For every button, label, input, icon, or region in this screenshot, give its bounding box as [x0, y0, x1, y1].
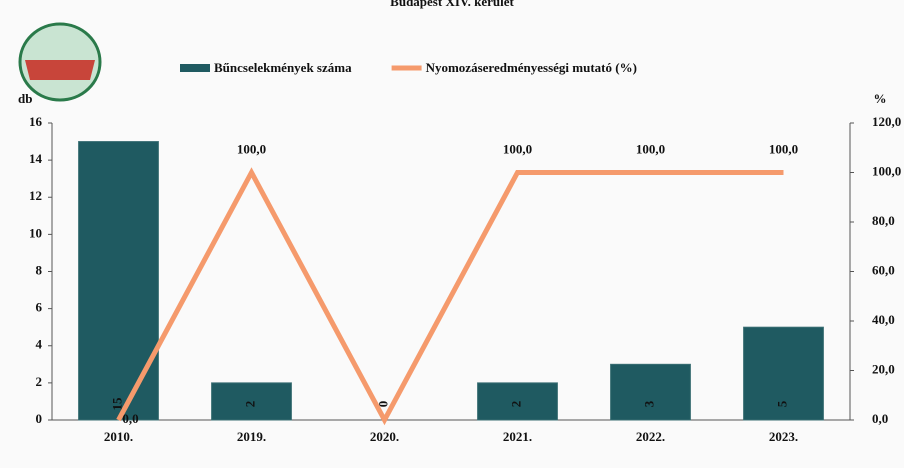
line-value-label: 100,0 [769, 141, 798, 156]
y2-tick-label: 120,0 [872, 114, 901, 129]
line-value-label: 0,0 [122, 411, 138, 426]
x-tick-label: 2010. [104, 429, 133, 444]
logo [18, 22, 102, 102]
legend-label: Nyomozáseredményességi mutató (%) [426, 60, 637, 75]
bar-value-label: 0 [375, 401, 390, 408]
bar-value-label: 5 [774, 400, 789, 407]
chart-title: Budapest XIV. kerület [390, 0, 514, 9]
y-tick-label: 0 [36, 411, 43, 426]
y-tick-label: 8 [36, 262, 43, 277]
y-tick-label: 10 [29, 225, 42, 240]
y-tick-label: 6 [36, 300, 43, 315]
x-tick-label: 2019. [237, 429, 266, 444]
y2-tick-label: 0,0 [872, 411, 888, 426]
y-tick-label: 14 [29, 151, 43, 166]
line-value-label: 100,0 [237, 141, 266, 156]
line-value-label: 100,0 [636, 141, 665, 156]
bar-value-label: 3 [641, 400, 656, 407]
bar [78, 141, 159, 421]
x-tick-label: 2020. [370, 429, 399, 444]
x-tick-label: 2023. [769, 429, 798, 444]
bar-value-label: 2 [508, 401, 523, 408]
line [116, 167, 784, 426]
legend-swatch [180, 64, 210, 72]
x-tick-label: 2022. [636, 429, 665, 444]
line-value-label: 100,0 [503, 141, 532, 156]
y-axis-label: db [18, 91, 32, 106]
bar [610, 363, 691, 421]
legend-label: Bűncselekmények száma [214, 60, 352, 75]
y2-tick-label: 100,0 [872, 163, 901, 178]
x-tick-label: 2021. [503, 429, 532, 444]
bar [477, 382, 558, 421]
y-tick-label: 2 [36, 374, 43, 389]
y-tick-label: 16 [29, 114, 43, 129]
bar-value-label: 15 [109, 397, 124, 411]
y2-tick-label: 80,0 [872, 213, 895, 228]
y2-tick-label: 20,0 [872, 361, 895, 376]
bar [743, 326, 824, 421]
y2-tick-label: 60,0 [872, 262, 895, 277]
y-tick-label: 4 [36, 337, 43, 352]
y-tick-label: 12 [29, 188, 42, 203]
y2-tick-label: 40,0 [872, 312, 895, 327]
y2-axis-label: % [874, 91, 887, 106]
bar-value-label: 2 [242, 401, 257, 408]
bar [211, 382, 292, 421]
